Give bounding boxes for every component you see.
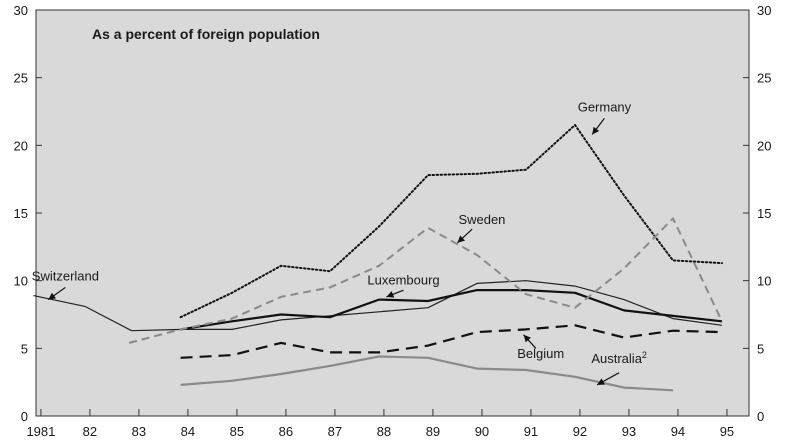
y-tick-label-left: 5: [21, 341, 28, 356]
annotation-arrowhead-belgium: [523, 334, 531, 343]
y-tick-label-left: 10: [14, 274, 28, 289]
x-tick-label: 93: [622, 424, 636, 439]
series-label-text-switzerland: Switzerland: [32, 269, 99, 284]
y-tick-label-left: 25: [14, 71, 28, 86]
y-tick-label-left: 20: [14, 138, 28, 153]
y-tick-label-right: 0: [757, 409, 764, 424]
x-tick-label: 1981: [26, 424, 55, 439]
y-tick-label-right: 20: [757, 138, 771, 153]
x-tick-label: 91: [524, 424, 538, 439]
x-tick-label: 88: [377, 424, 391, 439]
series-label-belgium: Belgium: [517, 346, 564, 361]
y-tick-label-left: 30: [14, 3, 28, 18]
series-line-luxembourg: [180, 289, 723, 331]
annotation-arrowhead-switzerland: [48, 292, 56, 300]
series-line-belgium: [180, 324, 723, 359]
series-line-germany: [179, 124, 723, 319]
series-line-switzerland: [33, 280, 723, 332]
y-axis-left: 0 5 10 15 20 25 30: [14, 3, 42, 424]
series-line-sweden: [128, 217, 723, 344]
series-label-text-australia: Australia: [591, 351, 642, 366]
series-label-text-belgium: Belgium: [517, 346, 564, 361]
y-tick-label-right: 15: [757, 206, 771, 221]
annotation-arrowhead-australia: [597, 378, 605, 385]
y-tick-label-right: 10: [757, 274, 771, 289]
series-label-luxembourg: Luxembourg: [367, 273, 439, 288]
annotation-arrowhead-luxembourg: [386, 291, 395, 298]
annotation-arrowhead-sweden: [457, 235, 465, 243]
x-tick-label: 95: [720, 424, 734, 439]
annotation-arrowhead-germany: [592, 126, 600, 135]
series-label-australia: Australia2: [591, 350, 647, 366]
y-tick-label-right: 30: [757, 3, 771, 18]
series-label-germany: Germany: [578, 100, 632, 115]
series-label-text-sweden: Sweden: [458, 212, 505, 227]
y-axis-right: 0 5 10 15 20 25 30: [743, 3, 771, 424]
x-axis: 1981 82 83 84 85 86 87 88 89 90 91 92 93 94 95: [26, 409, 734, 439]
chart-title: As a percent of foreign population: [92, 26, 320, 42]
annotation-layer: Switzerland Germany Sweden Luxembourg Belgiu…: [32, 100, 647, 386]
series-layer: [33, 124, 723, 392]
series-label-superscript-australia: 2: [642, 350, 647, 360]
x-tick-label: 89: [426, 424, 440, 439]
x-tick-label: 85: [230, 424, 244, 439]
y-tick-label-left: 0: [21, 409, 28, 424]
x-tick-label: 82: [83, 424, 97, 439]
series-label-sweden: Sweden: [458, 212, 505, 227]
series-label-switzerland: Switzerland: [32, 269, 99, 284]
x-tick-label: 92: [573, 424, 587, 439]
x-tick-label: 87: [328, 424, 342, 439]
x-tick-label: 86: [279, 424, 293, 439]
y-tick-label-right: 5: [757, 341, 764, 356]
y-tick-label-right: 25: [757, 71, 771, 86]
series-label-text-luxembourg: Luxembourg: [367, 273, 439, 288]
x-tick-label: 90: [475, 424, 489, 439]
x-tick-label: 84: [181, 424, 195, 439]
series-label-text-germany: Germany: [578, 100, 632, 115]
x-tick-label: 94: [671, 424, 685, 439]
x-tick-label: 83: [132, 424, 146, 439]
y-tick-label-left: 15: [14, 206, 28, 221]
series-line-australia: [180, 355, 674, 392]
